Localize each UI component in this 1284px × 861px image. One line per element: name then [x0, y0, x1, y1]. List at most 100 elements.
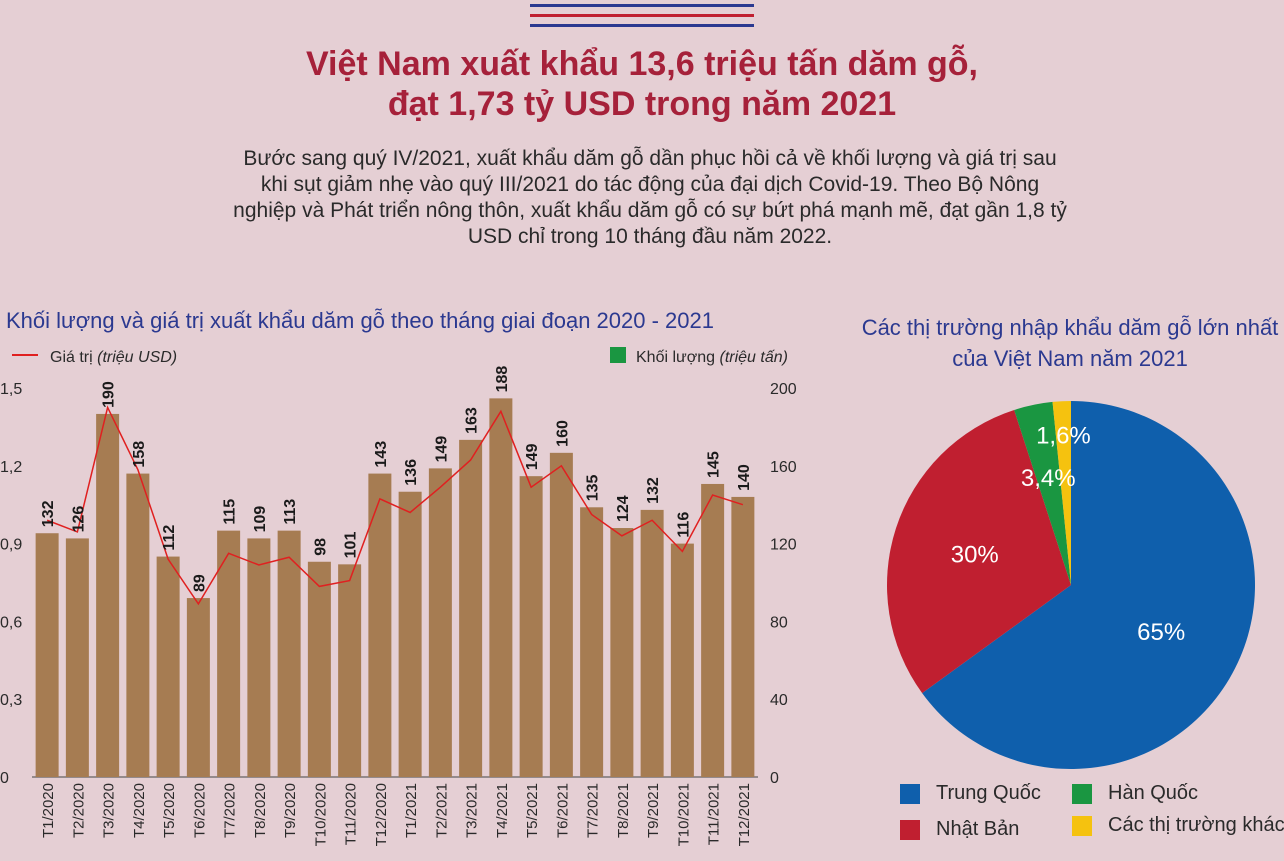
bar	[277, 530, 301, 777]
legend-label: Các thị trường khác	[1108, 814, 1284, 836]
legend-swatch-green	[1072, 783, 1092, 804]
bar	[489, 398, 513, 777]
legend-bar-label: Khối lượng (triệu tấn)	[636, 349, 788, 366]
slice-label-others: 1,6%	[1036, 422, 1091, 449]
legend-swatch-yellow	[1072, 815, 1092, 836]
x-tick-label: T10/2021	[675, 783, 692, 846]
bar	[640, 509, 664, 777]
x-tick-label: T8/2021	[615, 783, 632, 838]
bar	[670, 543, 694, 777]
data-label: 115	[222, 499, 239, 525]
slice-label-china: 65%	[1137, 619, 1185, 646]
y-left-tick-label: 0	[0, 770, 9, 787]
pie-slice-china	[922, 401, 1255, 769]
data-label: 132	[40, 500, 57, 527]
data-label: 149	[433, 436, 450, 463]
bar	[338, 564, 362, 777]
legend-item-korea: Hàn Quốc	[1072, 782, 1198, 805]
pie-slice-japan	[887, 410, 1071, 694]
data-label: 126	[70, 506, 87, 533]
pie-slice-others	[1052, 401, 1071, 585]
x-tick-label: T8/2020	[252, 783, 269, 838]
x-tick-label: T11/2021	[706, 783, 723, 845]
data-label: 158	[131, 441, 148, 468]
value-line	[46, 405, 744, 606]
bar-chart-legend: Giá trị (triệu USD) Khối lượng (triệu tấ…	[12, 347, 788, 366]
pie-legend: Trung Quốc Hàn Quốc Nhật Bản Các thị trư…	[900, 778, 1284, 848]
legend-item-japan: Nhật Bản	[900, 818, 1019, 841]
data-label: 113	[282, 499, 299, 525]
bar	[701, 483, 725, 777]
x-tick-label: T1/2020	[40, 783, 57, 838]
decorative-stripes	[530, 4, 754, 29]
x-tick-label: T5/2021	[524, 783, 541, 838]
data-label: 101	[343, 532, 360, 559]
data-label: 145	[706, 451, 723, 478]
data-label: 190	[101, 381, 118, 408]
x-tick-label: T7/2020	[222, 783, 239, 838]
data-label: 124	[615, 495, 632, 522]
bar	[96, 413, 120, 777]
x-tick-label: T9/2021	[645, 783, 662, 838]
page-title: Việt Nam xuất khẩu 13,6 triệu tấn dăm gỗ…	[200, 44, 1084, 124]
x-tick-label: T4/2021	[494, 783, 511, 838]
y-right-tick-label: 200	[770, 381, 797, 398]
y-left-tick-label: 1,5	[0, 381, 22, 398]
pie-slice-korea	[1014, 401, 1071, 585]
legend-item-china: Trung Quốc	[900, 782, 1041, 805]
bar	[610, 528, 634, 777]
bar	[459, 439, 483, 777]
x-tick-label: T10/2020	[312, 783, 329, 846]
x-tick-label: T12/2020	[373, 783, 390, 846]
bar	[398, 491, 422, 777]
legend-item-others: Các thị trường khác	[1072, 814, 1284, 837]
page-title-line1: Việt Nam xuất khẩu 13,6 triệu tấn dăm gỗ…	[305, 45, 978, 83]
data-labels: 132 126 190 158 112 89 115 109 113 98 101 143 136 149…	[40, 366, 753, 592]
x-tick-label: T2/2021	[433, 783, 450, 838]
bar	[156, 556, 180, 777]
data-label: 160	[554, 420, 571, 447]
y-right-tick-label: 0	[770, 770, 779, 787]
x-tick-label: T3/2021	[464, 783, 481, 838]
bar	[519, 476, 543, 777]
y-right-tick-label: 160	[770, 459, 797, 476]
bar	[731, 496, 755, 777]
data-label: 149	[524, 443, 541, 470]
y-right-tick-label: 80	[770, 614, 788, 631]
bar-line-chart: Giá trị (triệu USD) Khối lượng (triệu tấ…	[0, 347, 797, 846]
x-tick-label: T11/2020	[343, 783, 360, 845]
bar	[247, 538, 271, 777]
y-left-tick-label: 1,2	[0, 459, 22, 476]
data-label: 116	[675, 512, 692, 538]
data-label: 89	[191, 574, 208, 592]
data-label: 109	[252, 506, 269, 533]
bar	[307, 561, 331, 777]
x-tick-label: T6/2020	[191, 783, 208, 838]
data-label: 136	[403, 459, 420, 486]
legend-label: Trung Quốc	[936, 782, 1041, 804]
pie-slices	[887, 401, 1255, 769]
data-label: 135	[585, 474, 602, 501]
slice-label-japan: 30%	[951, 542, 999, 569]
x-tick-label: T3/2020	[101, 783, 118, 838]
y-right-tick-label: 120	[770, 537, 797, 554]
x-tick-label: T2/2020	[70, 783, 87, 838]
bar	[368, 473, 392, 777]
intro-paragraph: Bước sang quý IV/2021, xuất khẩu dăm gỗ …	[233, 147, 1067, 248]
y-left-tick-label: 0,9	[0, 537, 22, 554]
stripe	[530, 14, 754, 17]
bar	[428, 468, 452, 777]
x-tick-label: T7/2021	[585, 783, 602, 838]
stripe	[530, 19, 754, 22]
data-label: 163	[464, 407, 481, 434]
legend-label: Hàn Quốc	[1108, 782, 1199, 804]
legend-bar-swatch	[610, 347, 626, 363]
bar-chart-axes: 0 0,3 0,6 0,9 1,2 1,5 0 40 80 120 160 200 T1/2020 T2/…	[0, 381, 797, 846]
data-label: 143	[373, 441, 390, 468]
stripe	[530, 9, 754, 12]
bar	[186, 598, 210, 777]
slice-label-korea: 3,4%	[1021, 465, 1076, 492]
y-left-tick-label: 0,3	[0, 692, 22, 709]
bar	[35, 533, 59, 777]
stripe	[530, 24, 754, 27]
